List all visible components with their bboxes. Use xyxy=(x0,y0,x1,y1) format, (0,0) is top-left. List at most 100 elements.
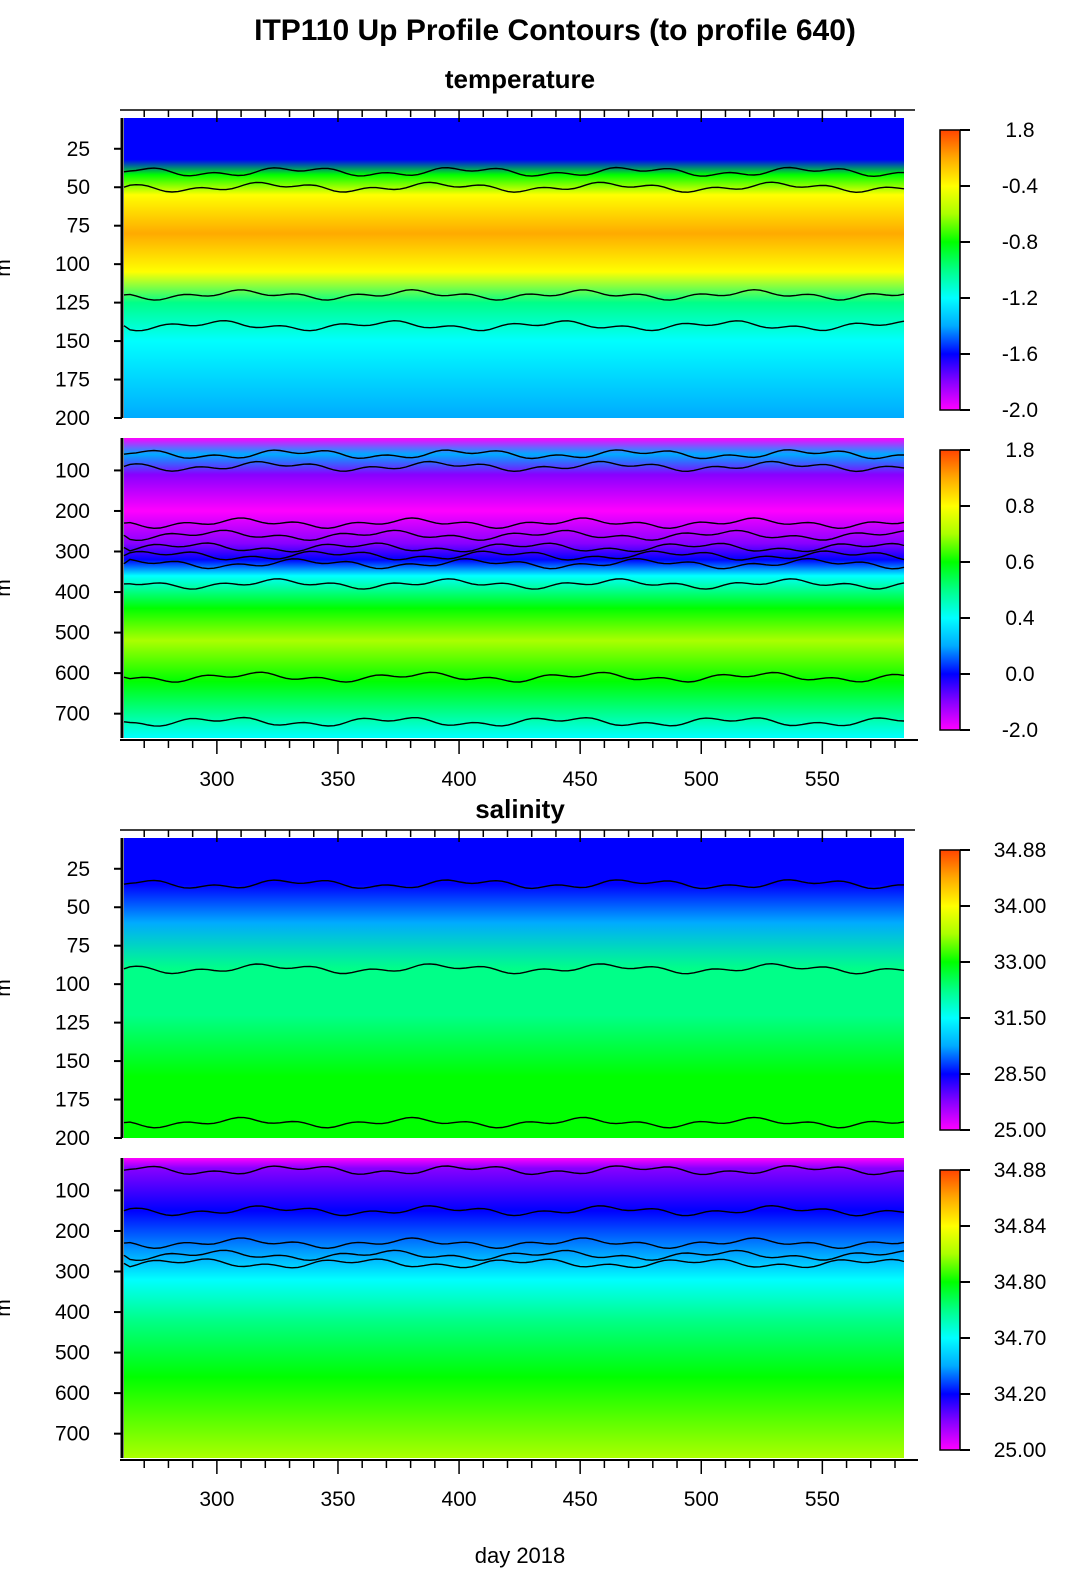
x-tick-label: 350 xyxy=(320,768,355,791)
heatmap-field xyxy=(124,438,904,738)
colorbar-tick-label: 28.50 xyxy=(994,1063,1047,1086)
contour-line xyxy=(123,529,905,542)
contour-line xyxy=(123,319,905,332)
y-tick-label: 25 xyxy=(67,138,90,161)
contour-line xyxy=(123,578,905,590)
colorbar-tick-label: 34.20 xyxy=(994,1383,1047,1406)
contour-line xyxy=(123,181,905,194)
section-title: salinity xyxy=(475,794,565,824)
colorbar-tick-label: 34.88 xyxy=(994,839,1047,862)
y-tick-label: 175 xyxy=(55,1089,90,1112)
contour-line xyxy=(123,288,905,301)
colorbar-tick-label: 34.00 xyxy=(994,895,1047,918)
colorbar-tick-label: 1.8 xyxy=(1005,439,1034,462)
panels: temperature 25 50 75 100 125 150 175 200 m 1.8 -0.4… xyxy=(0,64,1047,1511)
heatmap-field xyxy=(124,838,904,1138)
contour-line xyxy=(123,166,904,178)
y-tick-label: 200 xyxy=(55,1127,90,1150)
colorbar-tick-label: -0.4 xyxy=(1002,175,1039,198)
y-tick-label: 600 xyxy=(55,1382,90,1405)
contour-line xyxy=(123,449,904,460)
colorbar-tick-label: 34.80 xyxy=(994,1271,1047,1294)
y-tick-label: 175 xyxy=(55,369,90,392)
contour-line xyxy=(123,1258,905,1269)
y-tick-label: 50 xyxy=(67,176,90,199)
colorbar-tick-label: 0.0 xyxy=(1005,663,1034,686)
contour-line xyxy=(123,557,905,570)
y-tick-label: 25 xyxy=(67,858,90,881)
y-tick-label: 125 xyxy=(55,1012,90,1035)
contour-line xyxy=(123,716,905,727)
y-tick-label: 300 xyxy=(55,1261,90,1284)
y-tick-label: 100 xyxy=(55,253,90,276)
colorbar-tick-label: 25.00 xyxy=(994,1119,1047,1142)
x-tick-label: 400 xyxy=(442,768,477,791)
contour-line xyxy=(123,1165,904,1176)
x-tick-label: 300 xyxy=(199,768,234,791)
x-tick-label: 500 xyxy=(684,768,719,791)
colorbar-tick-label: 34.84 xyxy=(994,1215,1047,1238)
y-tick-label: 500 xyxy=(55,622,90,645)
y-tick-label: 100 xyxy=(55,1179,90,1202)
section-title: temperature xyxy=(445,64,595,94)
y-tick-label: 100 xyxy=(55,973,90,996)
contour-line xyxy=(123,1116,905,1129)
colorbar-tick-label: 1.8 xyxy=(1005,119,1034,142)
y-tick-label: 75 xyxy=(67,215,90,238)
y-tick-label: 400 xyxy=(55,581,90,604)
colorbar xyxy=(939,1169,961,1451)
colorbar-tick-label: -0.8 xyxy=(1002,231,1038,254)
y-tick-label: 700 xyxy=(55,703,90,726)
y-tick-label: 400 xyxy=(55,1301,90,1324)
contour-line xyxy=(123,542,905,553)
y-tick-label: 75 xyxy=(67,935,90,958)
x-tick-label: 550 xyxy=(805,768,840,791)
colorbar-tick-label: 0.6 xyxy=(1005,551,1034,574)
colorbar-tick-label: 0.4 xyxy=(1005,607,1035,630)
x-tick-label: 450 xyxy=(563,768,598,791)
x-tick-label: 450 xyxy=(563,1488,598,1511)
x-tick-label: 550 xyxy=(805,1488,840,1511)
colorbar-tick-label: -2.0 xyxy=(1002,399,1038,422)
colorbar xyxy=(939,849,961,1131)
colorbar xyxy=(939,449,961,731)
x-tick-label: 300 xyxy=(199,1488,234,1511)
heatmap-field xyxy=(124,1158,904,1458)
contour-line xyxy=(123,962,905,975)
y-tick-label: 200 xyxy=(55,1220,90,1243)
colorbar-tick-label: -1.2 xyxy=(1002,287,1038,310)
contour-line xyxy=(123,1204,905,1217)
contour-line xyxy=(123,1249,905,1262)
colorbar-tick-label: -1.6 xyxy=(1002,343,1038,366)
y-tick-label: 125 xyxy=(55,292,90,315)
contour-line xyxy=(123,879,904,890)
y-axis-label: m xyxy=(0,979,15,997)
x-axis-label: day 2018 xyxy=(475,1543,566,1568)
colorbar-tick-label: 0.8 xyxy=(1005,495,1034,518)
y-tick-label: 100 xyxy=(55,459,90,482)
colorbar-tick-label: 25.00 xyxy=(994,1439,1047,1462)
figure-title: ITP110 Up Profile Contours (to profile 6… xyxy=(254,14,856,47)
y-tick-label: 200 xyxy=(55,500,90,523)
y-axis-label: m xyxy=(0,1299,15,1317)
colorbar xyxy=(939,129,961,411)
contour-line xyxy=(123,550,905,561)
y-tick-label: 150 xyxy=(55,1050,90,1073)
x-tick-label: 400 xyxy=(442,1488,477,1511)
contour-line xyxy=(123,671,905,683)
colorbar-tick-label: 31.50 xyxy=(994,1007,1047,1030)
x-tick-label: 500 xyxy=(684,1488,719,1511)
colorbar-tick-label: 34.88 xyxy=(994,1159,1047,1182)
colorbar-tick-label: 34.70 xyxy=(994,1327,1047,1350)
contour-line xyxy=(123,1237,905,1250)
y-axis-label: m xyxy=(0,579,15,597)
y-tick-label: 700 xyxy=(55,1423,90,1446)
y-axis-label: m xyxy=(0,259,15,277)
y-tick-label: 50 xyxy=(67,896,90,919)
x-tick-label: 350 xyxy=(320,1488,355,1511)
y-tick-label: 500 xyxy=(55,1342,90,1365)
y-tick-label: 200 xyxy=(55,407,90,430)
y-tick-label: 300 xyxy=(55,541,90,564)
contour-line xyxy=(123,517,905,530)
y-tick-label: 150 xyxy=(55,330,90,353)
